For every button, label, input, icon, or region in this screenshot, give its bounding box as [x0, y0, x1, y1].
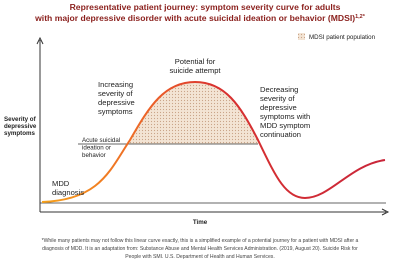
- footnote-line: People with SMI. U.S. Department of Heal…: [125, 254, 275, 260]
- decreasing-label: continuation: [260, 130, 301, 139]
- decreasing-label: symptoms with: [260, 112, 310, 121]
- footnote-line: diagnosis of MDD. It is an adaptation fr…: [42, 246, 358, 252]
- population-area: [42, 82, 385, 144]
- threshold-label: ideation or: [82, 145, 111, 152]
- decreasing-label: Decreasing: [260, 85, 298, 94]
- y-label: depressive: [4, 123, 37, 130]
- y-arrow: [36, 36, 44, 45]
- title-line: Representative patient journey: symptom …: [70, 2, 341, 12]
- decreasing-label: MDD symptom: [260, 121, 310, 130]
- increasing-label: severity of: [98, 89, 133, 98]
- footnote-line: *While many patients may not follow this…: [42, 238, 359, 244]
- title-line: with major depressive disorder with acut…: [34, 13, 366, 23]
- decreasing-label: depressive: [260, 103, 297, 112]
- decreasing-label: severity of: [260, 94, 295, 103]
- threshold-label: behavior: [82, 152, 106, 159]
- legend-label: MDSI patient population: [309, 34, 376, 41]
- start-label: diagnosis: [52, 188, 84, 197]
- x-arrow: [381, 208, 390, 216]
- y-label: Severity of: [4, 116, 37, 123]
- threshold-label: Acute suicidal: [82, 137, 120, 144]
- peak-label: Potential for: [175, 57, 216, 66]
- y-label: symptoms: [4, 130, 36, 137]
- increasing-label: Increasing: [98, 80, 133, 89]
- x-label: Time: [193, 219, 208, 226]
- legend-swatch: [298, 33, 305, 40]
- title-sup: 1,2*: [355, 14, 366, 20]
- start-label: MDD: [52, 179, 70, 188]
- increasing-label: symptoms: [98, 107, 133, 116]
- increasing-label: depressive: [98, 98, 135, 107]
- title-text: with major depressive disorder with acut…: [34, 13, 355, 23]
- severity-curve: [41, 80, 386, 203]
- peak-label: suicide attempt: [169, 66, 221, 75]
